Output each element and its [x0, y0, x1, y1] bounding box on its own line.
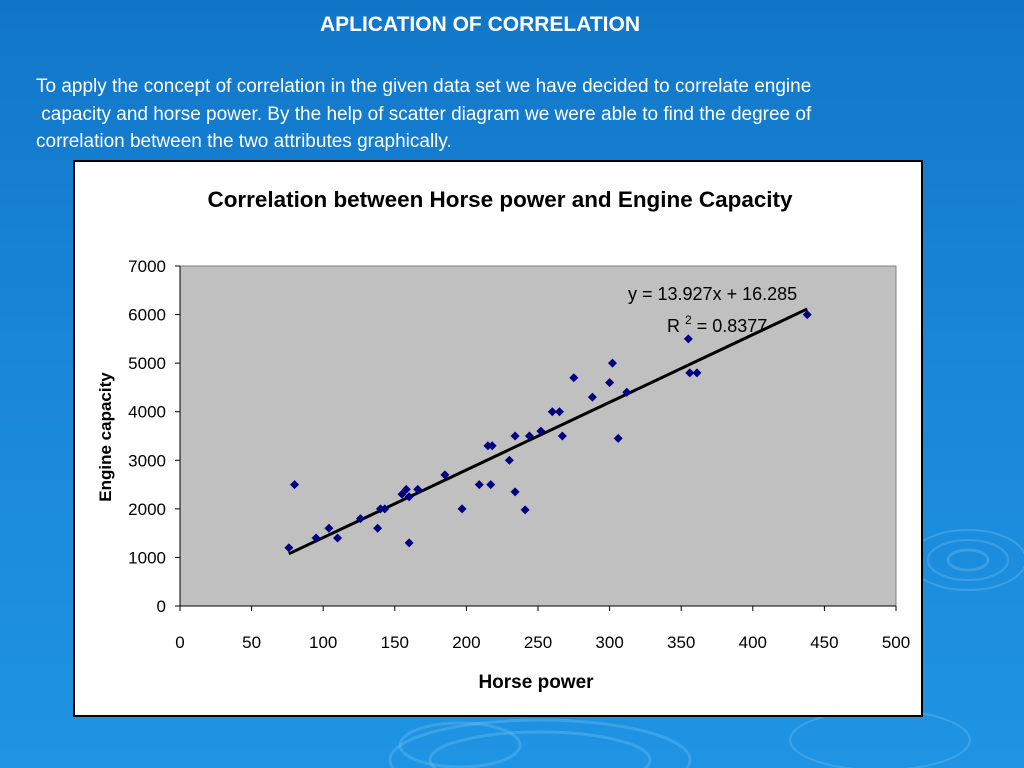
y-tick-label: 6000 — [128, 306, 166, 325]
scatter-point — [557, 431, 567, 441]
x-tick-label: 0 — [175, 633, 184, 652]
scatter-point — [504, 455, 514, 465]
x-tick-label: 250 — [524, 633, 552, 652]
scatter-point — [333, 533, 343, 543]
scatter-point — [457, 504, 467, 514]
scatter-point — [524, 431, 534, 441]
scatter-chart: Correlation between Horse power and Engi… — [96, 187, 910, 693]
scatter-point — [510, 431, 520, 441]
y-tick-label: 4000 — [128, 403, 166, 422]
scatter-point — [355, 514, 365, 524]
scatter-point — [547, 407, 557, 417]
y-tick-label: 7000 — [128, 257, 166, 276]
y-axis-label: Engine capacity — [96, 372, 115, 502]
scatter-point — [413, 484, 423, 494]
scatter-point — [380, 504, 390, 514]
scatter-point — [284, 543, 294, 553]
x-tick-label: 50 — [242, 633, 261, 652]
data-points — [284, 310, 812, 553]
body-line: capacity and horse power. By the help of… — [36, 103, 812, 125]
scatter-point — [554, 407, 564, 417]
chart-title: Correlation between Horse power and Engi… — [208, 187, 794, 212]
y-tick-label: 3000 — [128, 451, 166, 470]
x-axis-label: Horse power — [478, 672, 594, 693]
scatter-point — [373, 523, 383, 533]
trendline-equation: y = 13.927x + 16.285 — [628, 284, 797, 304]
scatter-point — [474, 480, 484, 490]
slide-title: APLICATION OF CORRELATION — [319, 13, 641, 36]
x-tick-label: 350 — [667, 633, 695, 652]
x-tick-label: 400 — [739, 633, 767, 652]
scatter-point — [622, 387, 632, 397]
scatter-point — [397, 489, 407, 499]
y-tick-label: 2000 — [128, 500, 166, 519]
scatter-point — [607, 358, 617, 368]
scatter-point — [311, 533, 321, 543]
scatter-point — [324, 523, 334, 533]
scatter-point — [290, 480, 300, 490]
scatter-point — [685, 368, 695, 378]
scatter-point — [404, 492, 414, 502]
scatter-point — [613, 433, 623, 443]
y-tick-label: 0 — [157, 597, 166, 616]
body-line: To apply the concept of correlation in t… — [36, 76, 812, 97]
r-squared-letter: R — [667, 316, 680, 336]
scatter-point — [587, 392, 597, 402]
x-tick-label: 200 — [452, 633, 480, 652]
slide-body-text: To apply the concept of correlation in t… — [36, 73, 996, 156]
axes — [175, 265, 897, 611]
scatter-point — [802, 310, 812, 320]
trendline — [288, 307, 808, 556]
r-squared-exponent: 2 — [685, 313, 692, 327]
body-line: correlation between the two attributes g… — [36, 131, 452, 152]
y-tick-label: 5000 — [128, 354, 166, 373]
scatter-point — [404, 538, 414, 548]
x-tick-label: 450 — [810, 633, 838, 652]
scatter-point — [486, 480, 496, 490]
r-squared-value: = 0.8377 — [697, 316, 768, 336]
scatter-point — [520, 505, 530, 515]
scatter-point — [440, 470, 450, 480]
scatter-point — [487, 441, 497, 451]
x-tick-label: 150 — [381, 633, 409, 652]
y-tick-label: 1000 — [128, 548, 166, 567]
scatter-point — [605, 378, 615, 388]
x-tick-label: 100 — [309, 633, 337, 652]
scatter-point — [683, 334, 693, 344]
scatter-point — [510, 487, 520, 497]
chart-frame: Correlation between Horse power and Engi… — [73, 160, 923, 717]
scatter-point — [536, 426, 546, 436]
x-tick-label: 500 — [882, 633, 910, 652]
scatter-point — [569, 373, 579, 383]
r-squared-label: R 2 = 0.8377 — [667, 308, 767, 336]
scatter-point — [692, 368, 702, 378]
scatter-point — [401, 484, 411, 494]
x-tick-label: 300 — [595, 633, 623, 652]
tick-labels: 0 50 100 150 200 250 300 350 400 450 5000100020003… — [128, 257, 910, 652]
